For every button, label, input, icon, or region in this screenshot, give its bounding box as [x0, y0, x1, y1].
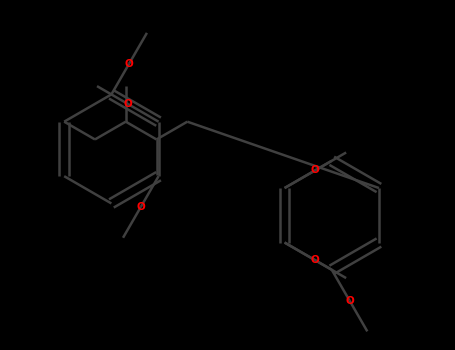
Text: O: O — [311, 255, 320, 265]
Text: O: O — [345, 296, 354, 306]
Text: O: O — [125, 59, 133, 69]
Text: O: O — [123, 99, 132, 109]
Text: O: O — [136, 202, 145, 212]
Text: O: O — [311, 165, 320, 175]
